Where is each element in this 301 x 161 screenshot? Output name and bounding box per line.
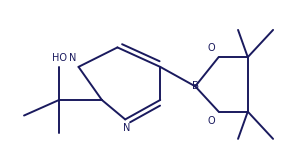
Text: N: N	[69, 53, 76, 63]
Text: O: O	[207, 43, 215, 53]
Text: O: O	[207, 116, 215, 126]
Text: B: B	[192, 81, 199, 91]
Text: HO: HO	[51, 53, 67, 63]
Text: N: N	[123, 123, 131, 133]
